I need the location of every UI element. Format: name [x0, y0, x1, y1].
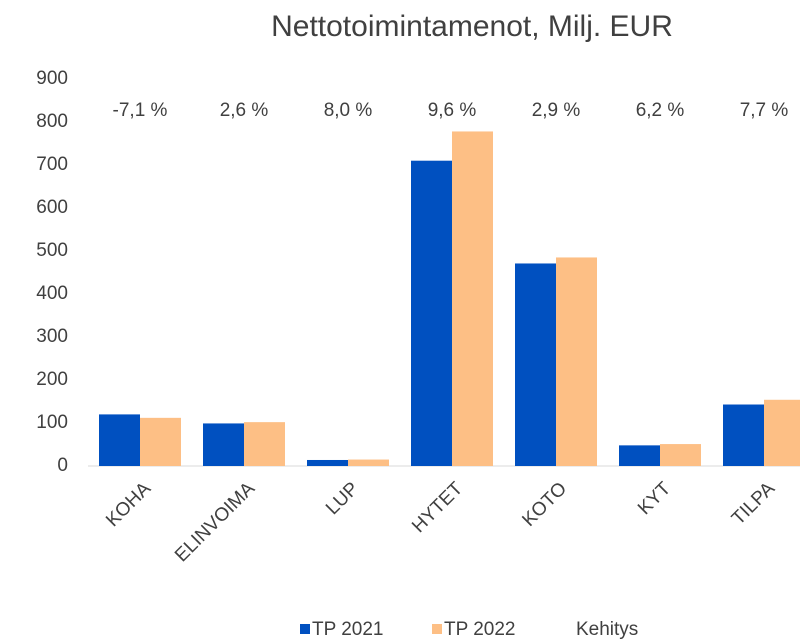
bar	[411, 160, 452, 466]
bar	[307, 459, 348, 466]
bar	[452, 131, 493, 466]
y-tick-label: 900	[36, 68, 68, 89]
data-label: 9,6 %	[428, 100, 477, 121]
data-label: 8,0 %	[324, 100, 373, 121]
x-tick-label: HYTET	[408, 478, 467, 537]
bar	[723, 404, 764, 466]
y-tick-label: 700	[36, 154, 68, 175]
y-tick-label: 200	[36, 369, 68, 390]
data-label: 7,7 %	[740, 100, 789, 121]
bar	[203, 423, 244, 466]
legend-label: Kehitys	[576, 619, 638, 640]
bar	[556, 257, 597, 466]
data-label: 6,2 %	[636, 100, 685, 121]
bar	[764, 399, 800, 466]
y-tick-label: 300	[36, 326, 68, 347]
bar	[244, 422, 285, 466]
y-tick-label: 600	[36, 197, 68, 218]
legend-label: TP 2021	[312, 619, 383, 640]
x-tick-label: ELINVOIMA	[171, 478, 259, 566]
y-tick-label: 500	[36, 240, 68, 261]
y-tick-label: 400	[36, 283, 68, 304]
bar	[140, 417, 181, 466]
x-tick-label: LUP	[322, 478, 363, 519]
x-tick-label: KOTO	[518, 478, 571, 531]
legend-swatch	[300, 624, 310, 634]
bar	[515, 263, 556, 466]
bar	[660, 444, 701, 466]
bar	[348, 459, 389, 466]
data-label: -7,1 %	[113, 100, 168, 121]
x-tick-label: KYT	[634, 478, 675, 519]
y-tick-label: 800	[36, 111, 68, 132]
data-label: 2,6 %	[220, 100, 269, 121]
chart-title: Nettotoimintamenot, Milj. EUR	[271, 10, 673, 43]
y-tick-label: 0	[57, 455, 68, 476]
y-tick-label: 100	[36, 412, 68, 433]
legend-swatch	[432, 624, 442, 634]
bar	[619, 445, 660, 466]
x-tick-label: KOHA	[102, 478, 155, 531]
legend-label: TP 2022	[444, 619, 515, 640]
x-tick-label: TILPA	[728, 478, 779, 529]
bar	[99, 414, 140, 466]
data-label: 2,9 %	[532, 100, 581, 121]
